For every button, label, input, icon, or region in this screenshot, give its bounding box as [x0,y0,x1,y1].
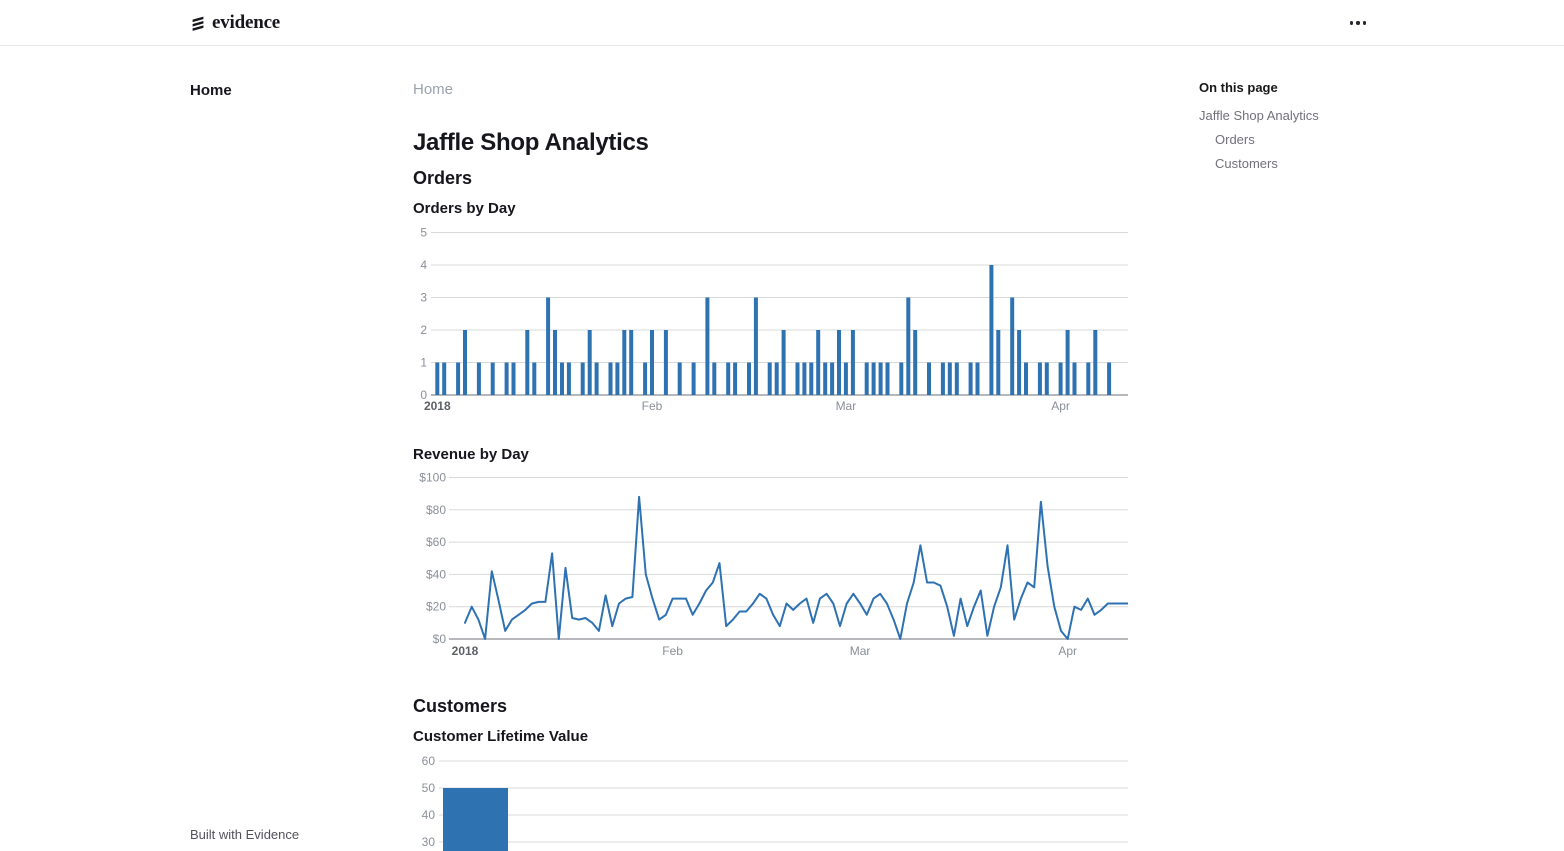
orders-by-day-chart[interactable]: 0 1 2 3 4 5 2018 Feb Mar Apr [413,226,1128,416]
main-content: Home Jaffle Shop Analytics Orders Orders… [413,0,1128,851]
svg-text:5: 5 [420,226,427,240]
svg-text:$80: $80 [426,503,446,517]
toc-item-orders[interactable]: Orders [1215,132,1255,147]
svg-text:$40: $40 [426,567,446,581]
svg-text:4: 4 [420,258,427,272]
overflow-menu-button[interactable] [1344,14,1372,32]
svg-text:Apr: Apr [1058,644,1077,658]
svg-text:2018: 2018 [452,644,479,658]
svg-text:Feb: Feb [642,399,663,413]
customer-lifetime-value-chart[interactable]: 60 50 40 30 [413,753,1128,851]
chart-title-orders-by-day: Orders by Day [413,200,516,217]
svg-text:1: 1 [420,356,427,370]
evidence-logo-icon [190,15,206,31]
svg-text:$60: $60 [426,535,446,549]
page-title: Jaffle Shop Analytics [413,129,649,156]
ellipsis-icon [1349,21,1354,25]
top-header: evidence [0,0,1564,46]
svg-text:$0: $0 [433,632,447,646]
sidebar-item-home[interactable]: Home [190,82,232,99]
app-logo[interactable]: evidence [190,12,280,34]
svg-text:$100: $100 [419,471,446,485]
svg-text:60: 60 [422,754,436,768]
section-heading-customers: Customers [413,696,508,716]
svg-text:Mar: Mar [836,399,857,413]
section-heading-orders: Orders [413,168,473,188]
toc-item-customers[interactable]: Customers [1215,156,1278,171]
svg-text:3: 3 [420,291,427,305]
svg-text:Mar: Mar [850,644,871,658]
built-with-evidence-link[interactable]: Built with Evidence [190,827,300,842]
svg-text:50: 50 [422,781,436,795]
revenue-by-day-chart[interactable]: $0 $20 $40 $60 $80 $100 2018 Feb Mar Apr [413,471,1128,663]
svg-text:40: 40 [422,808,436,822]
chart-title-revenue-by-day: Revenue by Day [413,446,529,463]
svg-text:$20: $20 [426,600,446,614]
svg-text:Feb: Feb [662,644,683,658]
logo-wordmark: evidence [212,12,281,33]
svg-text:0: 0 [420,388,427,402]
svg-text:Apr: Apr [1051,399,1070,413]
svg-text:2: 2 [420,323,427,337]
toc-title: On this page [1199,80,1278,95]
svg-text:30: 30 [422,835,436,849]
toc-item-jaffle-shop-analytics[interactable]: Jaffle Shop Analytics [1199,108,1319,123]
chart-title-customer-lifetime-value: Customer Lifetime Value [413,728,589,745]
svg-text:2018: 2018 [424,399,451,413]
breadcrumb[interactable]: Home [413,81,454,98]
